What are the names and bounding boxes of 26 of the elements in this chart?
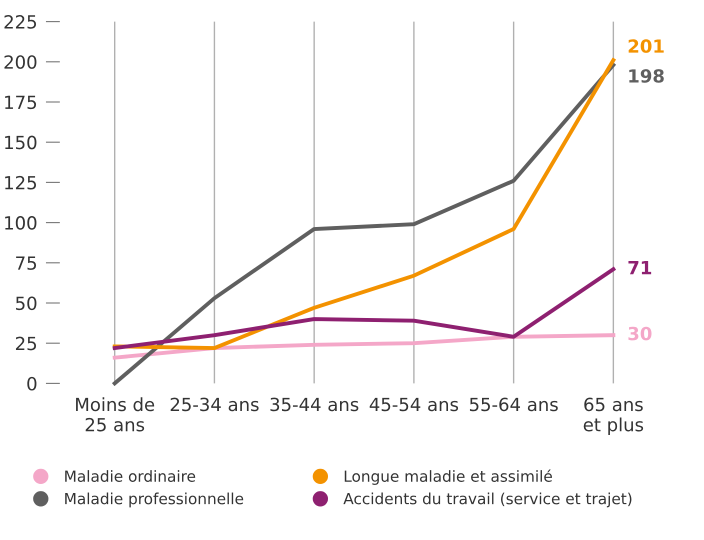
- data-label: 198: [629, 69, 664, 83]
- y-tick-label: 100: [5, 216, 36, 230]
- x-tick-label: 35-44 ans: [270, 398, 358, 412]
- x-tick-label: 55-64 ans: [470, 398, 558, 412]
- y-tick-label: 125: [5, 176, 36, 190]
- x-tick-label: 45-54 ans: [370, 398, 458, 412]
- line-series: [112, 267, 616, 350]
- y-tick-label: 25: [16, 336, 36, 350]
- y-tick-label: 225: [4, 15, 36, 29]
- y-tick-label: 75: [16, 256, 36, 270]
- legend-label: Accidents du travail (service et trajet): [343, 492, 632, 508]
- legend-label: Maladie ordinaire: [65, 470, 196, 482]
- legend-label: Maladie professionnelle: [65, 492, 244, 508]
- y-tick-label: 200: [4, 55, 36, 69]
- legend-label: Longue maladie et assimilé: [344, 470, 552, 485]
- y-tick-label: 175: [5, 96, 36, 110]
- y-tick-label: 50: [16, 296, 36, 310]
- x-tick-label: Moins de 25 ans: [76, 397, 154, 432]
- data-label: 201: [628, 39, 664, 53]
- data-label: 71: [628, 261, 652, 274]
- line-series: [112, 333, 616, 360]
- data-label: 30: [628, 326, 652, 340]
- x-tick-label: 65 ans et plus: [584, 398, 644, 435]
- x-tick-label: 25-34 ans: [170, 398, 259, 412]
- y-tick-label: 150: [5, 136, 36, 150]
- y-tick-label: 0: [27, 376, 36, 391]
